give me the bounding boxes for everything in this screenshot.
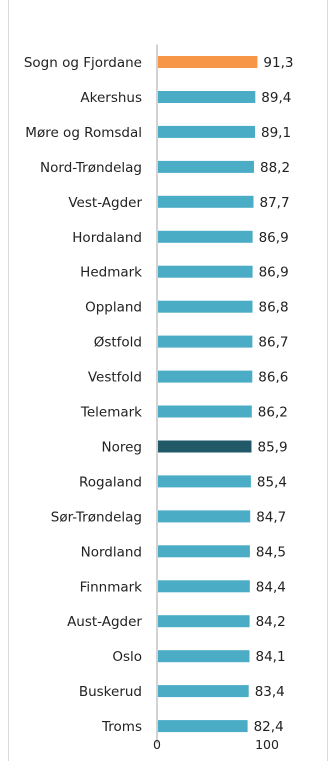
bar-18 — [158, 685, 249, 698]
bar-14 — [158, 545, 250, 558]
category-label-4: Vest-Agder — [68, 195, 142, 211]
value-label-9: 86,6 — [258, 370, 288, 386]
value-label-17: 84,1 — [256, 649, 286, 665]
value-label-7: 86,8 — [259, 300, 289, 316]
bar-1 — [158, 91, 256, 103]
x-tick-label-0: 0 — [153, 737, 161, 752]
category-label-16: Aust-Agder — [67, 614, 142, 630]
value-label-18: 83,4 — [255, 684, 285, 700]
category-label-18: Buskerud — [79, 684, 142, 700]
bar-13 — [158, 510, 251, 523]
value-label-10: 86,2 — [258, 405, 288, 421]
category-label-15: Finnmark — [80, 579, 143, 595]
value-label-15: 84,4 — [256, 579, 286, 595]
bar-17 — [158, 650, 250, 663]
category-label-12: Rogaland — [79, 474, 142, 490]
value-label-6: 86,9 — [259, 265, 289, 281]
x-tick-label-100: 100 — [255, 737, 279, 752]
value-label-3: 88,2 — [260, 160, 290, 176]
bar-19 — [158, 720, 248, 733]
labels-layer: Sogn og Fjordane 91,3 Akershus 89,4 Møre og … — [24, 55, 294, 735]
value-label-19: 82,4 — [254, 719, 284, 735]
value-label-14: 84,5 — [256, 544, 286, 560]
category-label-19: Troms — [101, 719, 142, 735]
category-label-2: Møre og Romsdal — [25, 125, 142, 141]
value-label-0: 91,3 — [263, 55, 293, 71]
value-label-11: 85,9 — [258, 440, 288, 456]
chart-frame — [8, 0, 328, 761]
category-label-6: Hedmark — [80, 265, 142, 281]
value-label-2: 89,1 — [261, 125, 291, 141]
bar-11 — [158, 440, 252, 453]
bar-4 — [158, 195, 254, 208]
bar-10 — [158, 405, 252, 418]
value-label-13: 84,7 — [256, 509, 286, 525]
category-label-17: Oslo — [112, 649, 142, 665]
bar-16 — [158, 615, 250, 628]
bar-15 — [158, 580, 250, 593]
value-label-8: 86,7 — [258, 335, 288, 351]
value-label-12: 85,4 — [257, 474, 287, 490]
category-label-8: Østfold — [94, 335, 142, 351]
value-label-16: 84,2 — [256, 614, 286, 630]
category-label-5: Hordaland — [72, 230, 142, 246]
bar-2 — [158, 125, 255, 138]
category-label-7: Oppland — [85, 300, 142, 316]
value-label-4: 87,7 — [260, 195, 290, 211]
category-label-3: Nord-Trøndelag — [40, 160, 142, 176]
x-ticks: 0 100 — [153, 737, 279, 752]
bar-12 — [158, 475, 251, 488]
category-label-0: Sogn og Fjordane — [24, 55, 142, 71]
bar-3 — [158, 160, 254, 173]
bar-6 — [158, 265, 253, 278]
category-label-10: Telemark — [80, 405, 142, 421]
category-label-13: Sør-Trøndelag — [51, 509, 142, 525]
bar-0 — [158, 56, 258, 68]
category-label-1: Akershus — [80, 90, 142, 106]
category-label-14: Nordland — [81, 544, 142, 560]
bar-7 — [158, 300, 253, 313]
value-label-5: 86,9 — [259, 230, 289, 246]
bars-layer — [158, 56, 258, 733]
bar-8 — [158, 335, 253, 348]
bar-9 — [158, 370, 253, 383]
category-label-11: Noreg — [102, 440, 143, 456]
category-label-9: Vestfold — [88, 370, 142, 386]
bar-5 — [158, 230, 253, 243]
value-label-1: 89,4 — [261, 90, 291, 106]
